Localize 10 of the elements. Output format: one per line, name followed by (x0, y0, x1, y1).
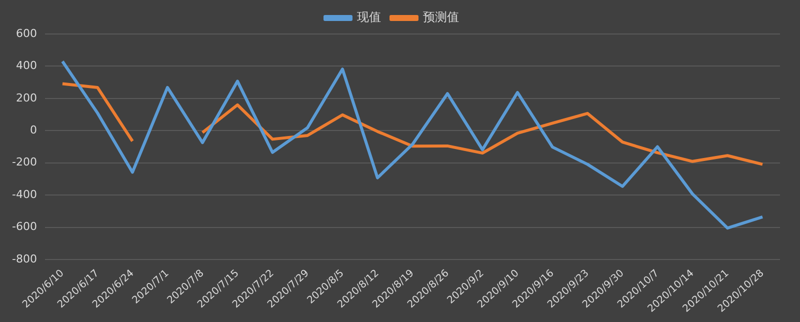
y-tick-label: -600 (12, 220, 37, 234)
y-tick-label: 200 (16, 91, 37, 104)
y-tick-label: 0 (30, 124, 37, 137)
legend-label: 预测值 (423, 10, 459, 24)
y-tick-label: 400 (16, 59, 37, 72)
y-tick-label: -200 (12, 156, 37, 169)
y-tick-label: 600 (16, 26, 37, 40)
y-tick-label: -400 (12, 188, 37, 201)
legend-label: 现值 (357, 10, 381, 24)
y-tick-label: -800 (12, 252, 37, 266)
